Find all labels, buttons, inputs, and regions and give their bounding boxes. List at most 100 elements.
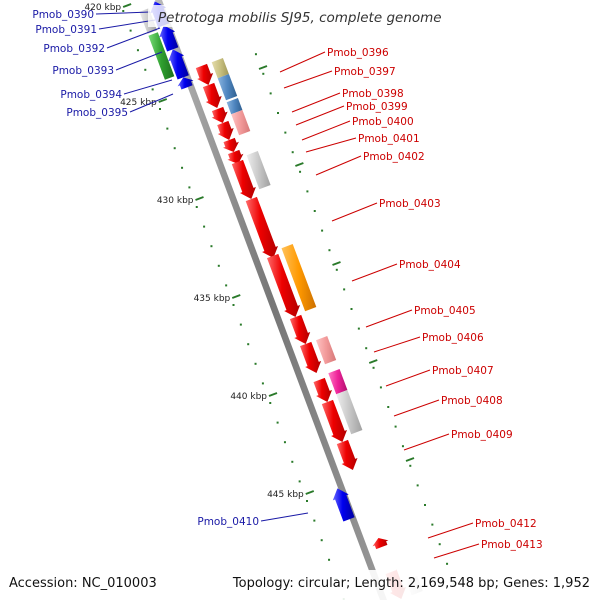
scale-tick-major [332, 261, 341, 266]
cog-block [328, 369, 348, 395]
cog-block [336, 390, 363, 435]
gene-arrow[interactable] [289, 314, 311, 344]
genome-summary-text: Topology: circular; Length: 2,169,548 bp… [232, 576, 590, 591]
plus-track-dot [416, 484, 419, 487]
scale-label: 440 kbp [230, 392, 267, 402]
gene-arrow[interactable] [195, 63, 214, 85]
plus-track-dot [269, 92, 272, 95]
minus-track-dot [159, 108, 161, 110]
gene-label[interactable]: Pmob_0396 [327, 47, 389, 59]
gene-arrow[interactable] [300, 341, 322, 373]
gene-arrow[interactable] [223, 137, 239, 152]
scale-label: 435 kbp [194, 294, 231, 304]
gene-arrow[interactable] [313, 377, 333, 402]
plus-track-dot [350, 308, 353, 310]
gene-arrow[interactable] [231, 159, 256, 199]
scale-label: 445 kbp [267, 490, 304, 500]
label-leader-line [393, 399, 440, 417]
scale-tick-major [258, 65, 268, 70]
gene-label[interactable]: Pmob_0404 [399, 259, 461, 271]
gene-arrow[interactable] [202, 82, 222, 108]
gene-label[interactable]: Pmob_0400 [352, 116, 414, 128]
cog-block [226, 98, 243, 115]
gene-arrow[interactable] [321, 399, 347, 442]
plus-track-dot [306, 190, 309, 193]
gene-label[interactable]: Pmob_0401 [358, 133, 420, 145]
gene-arrow[interactable] [211, 106, 228, 123]
scale-tick-major [405, 457, 415, 462]
gene-label[interactable]: Pmob_0403 [379, 198, 441, 210]
label-leader-line [291, 92, 341, 113]
plus-track-dot [254, 53, 257, 56]
scale-tick-major [305, 490, 315, 495]
minus-track-dot [225, 284, 228, 287]
plus-track-dot [335, 268, 338, 271]
gene-label[interactable]: Pmob_0392 [43, 43, 105, 55]
gene-label[interactable]: Pmob_0413 [481, 539, 543, 551]
label-leader-line [365, 309, 413, 328]
scale-label: 420 kbp [84, 3, 121, 13]
gene-labels: Pmob_0390 Pmob_0391 Pmob_0392 Pmob_0393 Pmob… [32, 9, 542, 551]
footer-backdrop [0, 570, 600, 600]
accession-text: Accession: NC_010003 [9, 576, 157, 591]
plus-track-dot [394, 425, 397, 428]
gene-arrow[interactable] [159, 25, 179, 52]
minus-track-dot [203, 225, 206, 228]
gene-label[interactable]: Pmob_0410 [197, 516, 259, 528]
gene-label[interactable]: Pmob_0391 [35, 24, 97, 36]
gene-label[interactable]: Pmob_0397 [334, 66, 396, 78]
gene-label[interactable]: Pmob_0408 [441, 395, 503, 407]
minus-track-dot [210, 245, 213, 248]
gene-label[interactable]: Pmob_0412 [475, 518, 537, 530]
gene-label[interactable]: Pmob_0406 [422, 332, 484, 344]
plus-track-dot [284, 131, 287, 134]
label-leader-line [123, 79, 173, 95]
scale-ticks [122, 10, 456, 600]
gene-label[interactable]: Pmob_0409 [451, 429, 513, 441]
scale-tick-major [195, 196, 204, 201]
minus-track-dot [328, 558, 331, 561]
scale-tick-major [122, 3, 132, 8]
gene-arrow[interactable] [217, 120, 234, 140]
scale-tick-major [158, 98, 168, 103]
gene-label[interactable]: Pmob_0402 [363, 151, 425, 163]
gene-arrow[interactable] [227, 149, 244, 164]
gene-label[interactable]: Pmob_0405 [414, 305, 476, 317]
gene-arrow[interactable] [372, 538, 389, 550]
plus-track-dot [401, 445, 404, 448]
gene-arrow[interactable] [332, 488, 355, 522]
scale-label: 425 kbp [120, 98, 157, 108]
cog-block [231, 110, 251, 136]
label-leader-line [98, 19, 156, 30]
gene-label[interactable]: Pmob_0394 [60, 89, 122, 101]
gene-label[interactable]: Pmob_0399 [346, 101, 408, 113]
gene-label[interactable]: Pmob_0393 [52, 65, 114, 77]
plus-track-dot [277, 112, 279, 114]
plus-track-dot [424, 504, 426, 506]
cog-block [148, 32, 175, 80]
gene-label[interactable]: Pmob_0407 [432, 365, 494, 377]
cog-block [281, 244, 317, 312]
plus-track-dot [431, 523, 434, 526]
gene-label[interactable]: Pmob_0390 [32, 9, 94, 21]
label-leader-line [385, 369, 431, 387]
gene-label[interactable]: Pmob_0398 [342, 88, 404, 100]
gene-arrow[interactable] [267, 253, 301, 317]
gene-label[interactable]: Pmob_0395 [66, 107, 128, 119]
minus-track-dot [232, 304, 235, 306]
minus-track-dot [151, 88, 154, 91]
label-leader-line [279, 51, 326, 73]
gene-arrow[interactable] [245, 196, 278, 258]
scale-tick-major [231, 294, 241, 299]
label-leader-line [373, 336, 421, 353]
minus-track-dot [261, 382, 264, 385]
label-leader-line [95, 11, 151, 15]
scale-labels: 420 kbp 425 kbp 430 kbp 435 kbp 440 kbp 445 k… [84, 3, 315, 500]
gene-arrow[interactable] [168, 49, 189, 80]
gene-arrow[interactable] [336, 439, 358, 470]
gene-arrow[interactable] [177, 77, 194, 90]
plus-track-dot [291, 151, 294, 154]
label-leader-line [331, 202, 378, 222]
minus-track-dot [291, 460, 294, 463]
